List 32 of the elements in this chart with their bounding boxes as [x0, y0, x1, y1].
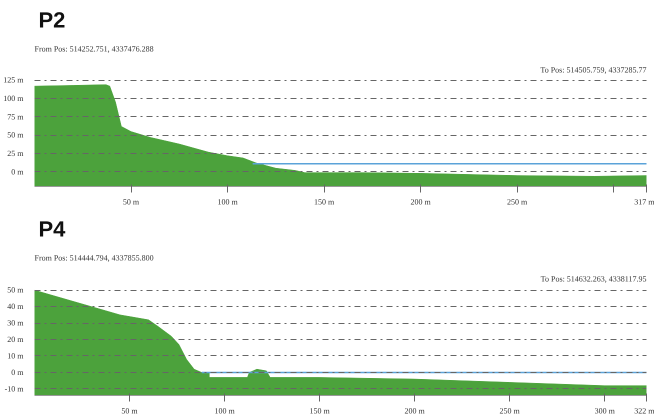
y-tick-label: 10 m [7, 351, 24, 360]
x-tick-label: 317 m [634, 198, 654, 206]
chart-title: P4 [38, 216, 66, 242]
x-tick-label: 100 m [214, 406, 236, 416]
x-tick-label: 322 m [634, 406, 654, 416]
y-tick-label: -10 m [4, 384, 24, 394]
y-tick-label: 40 m [7, 302, 24, 312]
x-tick-label: 50 m [122, 198, 140, 206]
x-tick-label: 50 m [121, 406, 138, 416]
y-tick-label: 20 m [7, 335, 24, 344]
x-tick-label: 300 m [594, 406, 616, 416]
text: To Pos: 514505.759, 4337285.77 [540, 66, 647, 74]
y-tick-label: 125 m [3, 76, 24, 85]
text: To Pos: 514632.263, 4338117.95 [540, 274, 647, 284]
y-tick-label: 100 m [3, 94, 24, 104]
y-tick-label: 50 m [7, 130, 24, 140]
x-tick-label: 250 m [500, 406, 521, 416]
x-tick-label: 200 m [404, 406, 426, 416]
y-tick-label: 25 m [7, 149, 24, 158]
x-tick-label: 150 m [309, 406, 330, 416]
chart-title: P2 [38, 8, 66, 32]
y-tick-label: 0 m [11, 368, 24, 377]
y-tick-label: 75 m [7, 112, 24, 122]
y-tick-label: 0 m [11, 167, 24, 176]
chart-subtitle: From Pos: 514252.751, 4337476.288 [34, 44, 154, 54]
x-tick-label: 150 m [314, 198, 335, 206]
chart-subtitle: From Pos: 514444.794, 4337855.800 [34, 254, 154, 262]
x-tick-label: 100 m [217, 198, 238, 206]
x-tick-label: 200 m [410, 198, 432, 206]
y-tick-label: 30 m [7, 318, 24, 328]
y-tick-label: 50 m [7, 286, 24, 295]
x-tick-label: 250 m [507, 198, 528, 206]
